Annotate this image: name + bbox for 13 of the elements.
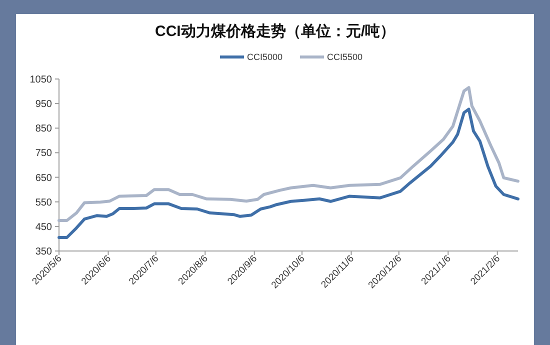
line-series: [58, 86, 520, 222]
y-tick-label: 550: [35, 197, 52, 208]
y-tick-label: 450: [35, 222, 52, 233]
y-tick-label: 850: [35, 124, 52, 135]
y-tick-label: 1050: [30, 74, 52, 86]
legend-label: CCI5000: [247, 52, 283, 62]
y-tick-label: 750: [35, 148, 52, 160]
line-series: [58, 108, 520, 239]
y-tick-label: 650: [35, 172, 52, 184]
y-tick-label: 350: [35, 246, 52, 258]
chart-title: CCI动力煤价格走势（单位：元/吨）: [155, 23, 395, 40]
y-tick-label: 950: [35, 99, 52, 110]
legend-label: CCI5500: [327, 52, 363, 62]
